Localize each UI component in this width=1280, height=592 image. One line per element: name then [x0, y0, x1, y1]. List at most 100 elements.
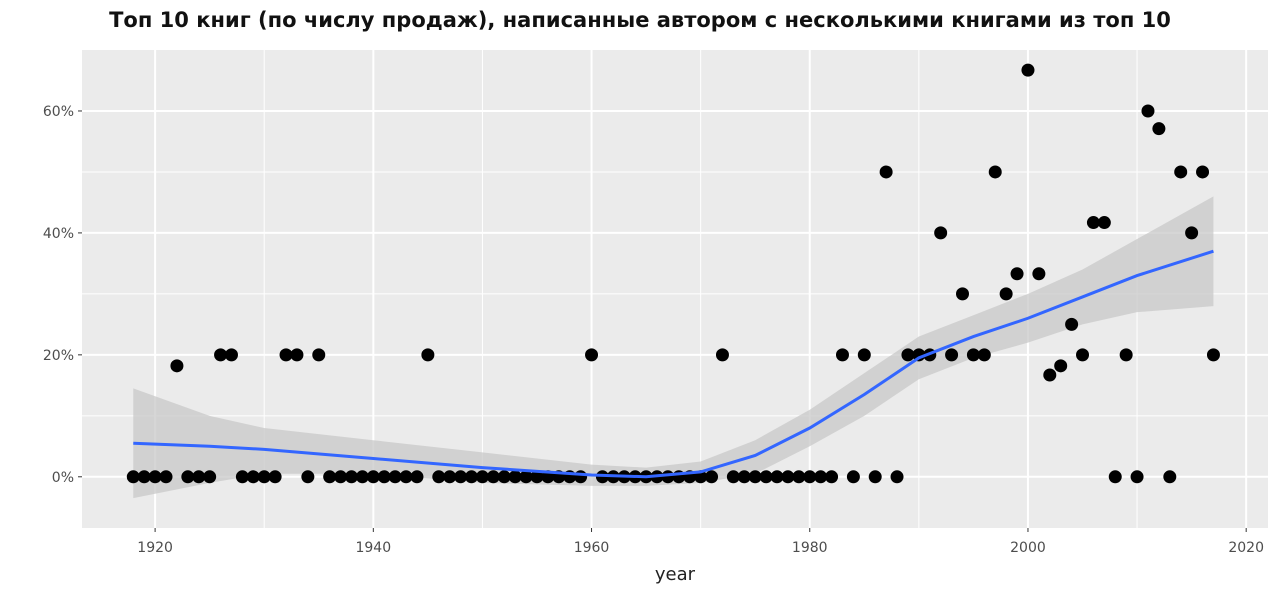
data-point: [966, 348, 980, 362]
data-point: [454, 470, 468, 484]
data-point: [770, 470, 784, 484]
data-point: [312, 348, 326, 362]
data-point: [301, 470, 315, 484]
data-point: [1185, 226, 1199, 240]
chart-title: Топ 10 книг (по числу продаж), написанны…: [109, 8, 1171, 32]
data-point: [366, 470, 380, 484]
data-point: [290, 348, 304, 362]
data-point: [268, 470, 282, 484]
data-point: [1174, 165, 1188, 179]
data-point: [1152, 122, 1166, 136]
x-tick-label: 1920: [137, 540, 173, 556]
x-tick-label: 2020: [1228, 540, 1264, 556]
data-point: [192, 470, 206, 484]
data-point: [835, 348, 849, 362]
data-point: [432, 470, 446, 484]
data-point: [1141, 104, 1155, 118]
y-tick-label: 40%: [43, 226, 74, 242]
data-point: [508, 470, 522, 484]
data-point: [170, 359, 184, 373]
data-point: [1086, 216, 1100, 230]
data-point: [726, 470, 740, 484]
y-tick-label: 60%: [43, 104, 74, 120]
data-point: [857, 348, 871, 362]
data-point: [955, 287, 969, 301]
data-point: [497, 470, 511, 484]
x-axis-label: year: [655, 564, 696, 585]
data-point: [901, 348, 915, 362]
data-point: [803, 470, 817, 484]
data-point: [203, 470, 217, 484]
data-point: [1206, 348, 1220, 362]
data-point: [748, 470, 762, 484]
data-point: [410, 470, 424, 484]
data-point: [705, 470, 719, 484]
data-point: [246, 470, 260, 484]
data-point: [1043, 368, 1057, 382]
data-point: [344, 470, 358, 484]
data-point: [159, 470, 173, 484]
data-point: [792, 470, 806, 484]
data-point: [257, 470, 271, 484]
data-point: [825, 470, 839, 484]
data-point: [377, 470, 391, 484]
data-point: [334, 470, 348, 484]
data-point: [1021, 63, 1035, 77]
data-point: [1119, 348, 1133, 362]
data-point: [137, 470, 151, 484]
data-point: [945, 348, 959, 362]
data-point: [585, 348, 599, 362]
data-point: [530, 470, 544, 484]
y-tick-label: 0%: [52, 470, 74, 486]
data-point: [737, 470, 751, 484]
x-tick-label: 1980: [792, 540, 828, 556]
data-point: [1196, 165, 1210, 179]
confidence-band: [133, 196, 1214, 499]
data-point: [781, 470, 795, 484]
data-point: [126, 470, 140, 484]
data-point: [1097, 216, 1111, 230]
data-point: [1163, 470, 1177, 484]
data-point: [388, 470, 402, 484]
data-point: [999, 287, 1013, 301]
data-point: [465, 470, 479, 484]
data-point: [1108, 470, 1122, 484]
data-point: [486, 470, 500, 484]
x-tick-label: 2000: [1010, 540, 1046, 556]
data-point: [224, 348, 238, 362]
data-point: [475, 470, 489, 484]
data-point: [879, 165, 893, 179]
data-point: [323, 470, 337, 484]
data-point: [988, 165, 1002, 179]
data-point: [235, 470, 249, 484]
data-point: [214, 348, 228, 362]
data-point: [399, 470, 413, 484]
data-point: [279, 348, 293, 362]
smooth-line: [133, 249, 1214, 479]
data-point: [181, 470, 195, 484]
data-point: [934, 226, 948, 240]
data-point: [355, 470, 369, 484]
data-point: [890, 470, 904, 484]
data-point: [715, 348, 729, 362]
data-point: [574, 470, 588, 484]
data-point: [759, 470, 773, 484]
data-point: [1054, 359, 1068, 373]
data-point: [443, 470, 457, 484]
x-tick-label: 1960: [574, 540, 610, 556]
data-point: [1065, 317, 1079, 331]
data-point: [519, 470, 533, 484]
data-point: [421, 348, 435, 362]
data-point: [868, 470, 882, 484]
y-tick-label: 20%: [43, 348, 74, 364]
data-point: [1032, 267, 1046, 281]
x-tick-label: 1940: [355, 540, 391, 556]
data-point: [846, 470, 860, 484]
data-point: [148, 470, 162, 484]
data-point: [1076, 348, 1090, 362]
data-point: [1130, 470, 1144, 484]
data-point: [1010, 267, 1024, 281]
data-point: [814, 470, 828, 484]
data-point: [977, 348, 991, 362]
